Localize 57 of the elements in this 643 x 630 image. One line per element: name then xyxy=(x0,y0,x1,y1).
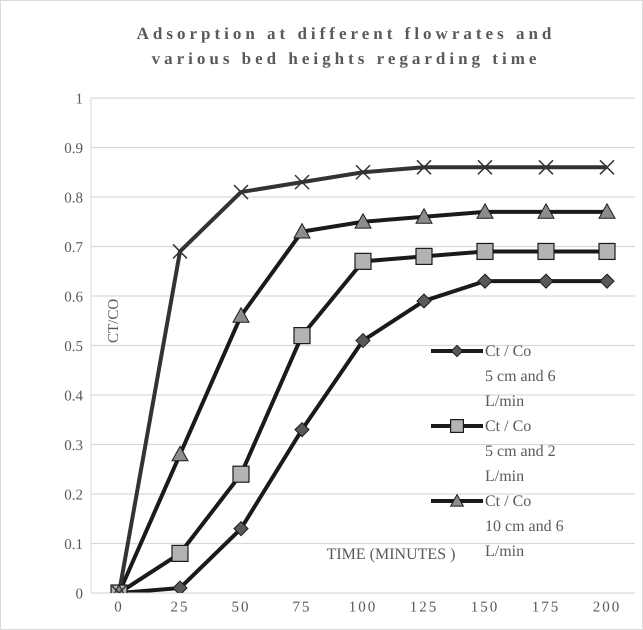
x-tick-label: 25 xyxy=(170,600,190,616)
y-tick-label: 0.9 xyxy=(64,140,83,157)
y-tick-label: 0.8 xyxy=(64,190,83,206)
point xyxy=(233,184,249,200)
legend-label: Ct / Co 5 cm and 2 L/min xyxy=(485,417,557,487)
point xyxy=(476,203,494,219)
point xyxy=(538,203,554,219)
y-tick-label: 0.4 xyxy=(64,388,84,404)
point xyxy=(416,293,432,308)
point xyxy=(354,252,372,270)
point xyxy=(478,274,492,289)
legend-label: Ct / Co 5 cm and 6 L/min xyxy=(485,342,557,412)
point xyxy=(538,160,554,176)
y-tick-label: 1 xyxy=(76,91,83,108)
point xyxy=(356,333,370,348)
point xyxy=(294,223,310,239)
y-tick-label: 0.2 xyxy=(64,487,83,504)
y-tick-label: 0.3 xyxy=(64,438,83,454)
point xyxy=(355,164,371,180)
point xyxy=(354,213,372,229)
x-tick-label: 175 xyxy=(532,600,560,616)
x-tick-label: 50 xyxy=(232,600,250,616)
point xyxy=(171,544,189,562)
point xyxy=(598,242,616,260)
point xyxy=(293,327,311,344)
x-tick-label: 100 xyxy=(348,600,378,616)
point xyxy=(415,248,433,265)
point xyxy=(537,242,555,260)
legend-label: Ct / Co 10 cm and 6 L/min xyxy=(485,492,565,562)
y-axis-title: CT/CO xyxy=(106,298,123,343)
x-tick-label: 150 xyxy=(470,600,500,616)
y-tick-label: 0.7 xyxy=(64,240,84,256)
point xyxy=(600,274,614,289)
point xyxy=(234,521,248,536)
x-tick-label: 75 xyxy=(292,600,312,616)
x-tick-label: 200 xyxy=(592,600,622,616)
point xyxy=(416,208,432,224)
y-tick-label: 0.1 xyxy=(64,536,83,553)
y-tick-label: 0.6 xyxy=(64,289,84,306)
y-tick-label: 0.5 xyxy=(64,338,83,355)
point xyxy=(232,466,250,483)
x-tick-label: 125 xyxy=(410,600,438,616)
point xyxy=(172,446,188,462)
point xyxy=(599,160,615,176)
x-axis-title: TIME (MINUTES ) xyxy=(326,546,456,564)
y-tick-label: 0 xyxy=(76,586,83,602)
chart-title: Adsorption at different flowrates and various bed heights regarding time xyxy=(136,23,556,70)
point xyxy=(172,244,188,260)
x-tick-label: 0 xyxy=(114,600,124,616)
point xyxy=(232,307,250,323)
point xyxy=(294,174,310,190)
point xyxy=(476,242,494,260)
point xyxy=(598,203,616,219)
point xyxy=(294,422,310,438)
point xyxy=(538,274,554,289)
point xyxy=(477,160,493,176)
point xyxy=(416,160,432,176)
